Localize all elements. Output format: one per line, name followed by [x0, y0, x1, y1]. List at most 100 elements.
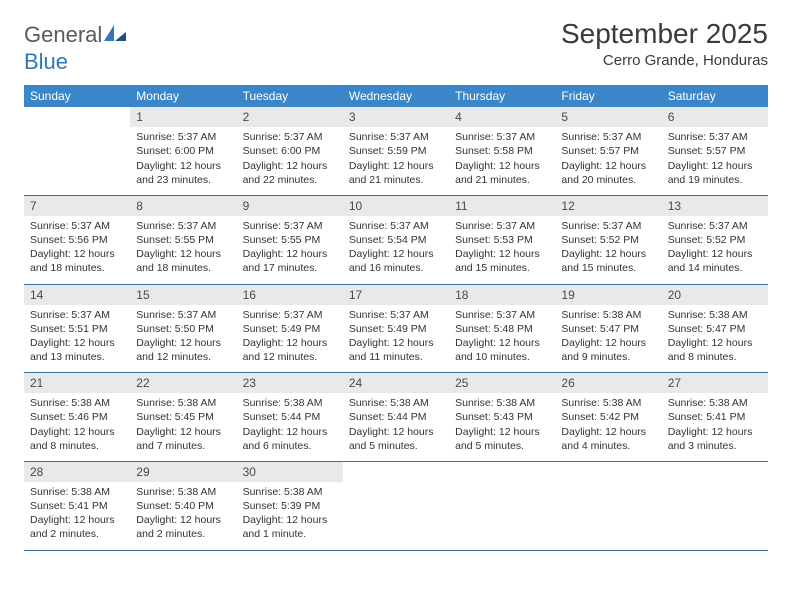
sunset-text: Sunset: 5:46 PM: [30, 410, 124, 424]
day-number: 19: [555, 285, 661, 305]
day-number: 28: [24, 462, 130, 482]
day-detail: [343, 482, 449, 544]
day-number: 12: [555, 196, 661, 216]
day-detail: Sunrise: 5:38 AMSunset: 5:44 PMDaylight:…: [237, 393, 343, 461]
calendar-cell: 8Sunrise: 5:37 AMSunset: 5:55 PMDaylight…: [130, 195, 236, 284]
day-detail: Sunrise: 5:38 AMSunset: 5:39 PMDaylight:…: [237, 482, 343, 550]
sunrise-text: Sunrise: 5:37 AM: [349, 130, 443, 144]
day-number: 17: [343, 285, 449, 305]
daylight-text: Daylight: 12 hours and 16 minutes.: [349, 247, 443, 275]
sunrise-text: Sunrise: 5:38 AM: [561, 396, 655, 410]
sunrise-text: Sunrise: 5:38 AM: [30, 485, 124, 499]
day-number: 14: [24, 285, 130, 305]
daylight-text: Daylight: 12 hours and 2 minutes.: [30, 513, 124, 541]
day-detail: Sunrise: 5:38 AMSunset: 5:43 PMDaylight:…: [449, 393, 555, 461]
day-number: 11: [449, 196, 555, 216]
sunset-text: Sunset: 5:48 PM: [455, 322, 549, 336]
sunset-text: Sunset: 5:58 PM: [455, 144, 549, 158]
day-header-row: Sunday Monday Tuesday Wednesday Thursday…: [24, 85, 768, 107]
calendar-cell: 16Sunrise: 5:37 AMSunset: 5:49 PMDayligh…: [237, 284, 343, 373]
calendar-cell: 18Sunrise: 5:37 AMSunset: 5:48 PMDayligh…: [449, 284, 555, 373]
calendar-cell: 21Sunrise: 5:38 AMSunset: 5:46 PMDayligh…: [24, 373, 130, 462]
day-detail: Sunrise: 5:37 AMSunset: 5:56 PMDaylight:…: [24, 216, 130, 284]
daylight-text: Daylight: 12 hours and 5 minutes.: [349, 425, 443, 453]
sunrise-text: Sunrise: 5:38 AM: [136, 396, 230, 410]
day-detail: Sunrise: 5:37 AMSunset: 5:58 PMDaylight:…: [449, 127, 555, 195]
calendar-cell: 4Sunrise: 5:37 AMSunset: 5:58 PMDaylight…: [449, 107, 555, 195]
calendar-cell: 11Sunrise: 5:37 AMSunset: 5:53 PMDayligh…: [449, 195, 555, 284]
sunset-text: Sunset: 5:56 PM: [30, 233, 124, 247]
sunset-text: Sunset: 5:52 PM: [668, 233, 762, 247]
daylight-text: Daylight: 12 hours and 9 minutes.: [561, 336, 655, 364]
day-number: 30: [237, 462, 343, 482]
day-number: 16: [237, 285, 343, 305]
day-detail: Sunrise: 5:37 AMSunset: 5:57 PMDaylight:…: [662, 127, 768, 195]
logo-sail-icon: [104, 23, 128, 49]
day-number: [24, 107, 130, 127]
daylight-text: Daylight: 12 hours and 2 minutes.: [136, 513, 230, 541]
day-detail: Sunrise: 5:38 AMSunset: 5:46 PMDaylight:…: [24, 393, 130, 461]
day-detail: Sunrise: 5:38 AMSunset: 5:45 PMDaylight:…: [130, 393, 236, 461]
sunrise-text: Sunrise: 5:37 AM: [30, 219, 124, 233]
page-title: September 2025: [561, 18, 768, 50]
sunrise-text: Sunrise: 5:37 AM: [136, 219, 230, 233]
day-detail: Sunrise: 5:38 AMSunset: 5:42 PMDaylight:…: [555, 393, 661, 461]
day-number: 2: [237, 107, 343, 127]
sunset-text: Sunset: 5:45 PM: [136, 410, 230, 424]
sunrise-text: Sunrise: 5:37 AM: [668, 219, 762, 233]
sunrise-text: Sunrise: 5:38 AM: [349, 396, 443, 410]
day-number: 23: [237, 373, 343, 393]
sunrise-text: Sunrise: 5:38 AM: [30, 396, 124, 410]
sunset-text: Sunset: 5:57 PM: [668, 144, 762, 158]
daylight-text: Daylight: 12 hours and 12 minutes.: [243, 336, 337, 364]
daylight-text: Daylight: 12 hours and 1 minute.: [243, 513, 337, 541]
sunset-text: Sunset: 5:42 PM: [561, 410, 655, 424]
calendar-cell: 17Sunrise: 5:37 AMSunset: 5:49 PMDayligh…: [343, 284, 449, 373]
daylight-text: Daylight: 12 hours and 15 minutes.: [561, 247, 655, 275]
day-number: 8: [130, 196, 236, 216]
calendar-cell: 1Sunrise: 5:37 AMSunset: 6:00 PMDaylight…: [130, 107, 236, 195]
day-header: Tuesday: [237, 85, 343, 107]
calendar-cell: 23Sunrise: 5:38 AMSunset: 5:44 PMDayligh…: [237, 373, 343, 462]
calendar-cell: 15Sunrise: 5:37 AMSunset: 5:50 PMDayligh…: [130, 284, 236, 373]
calendar-cell: [343, 461, 449, 550]
brand-blue: Blue: [24, 49, 68, 75]
day-detail: Sunrise: 5:37 AMSunset: 5:49 PMDaylight:…: [343, 305, 449, 373]
day-number: 29: [130, 462, 236, 482]
daylight-text: Daylight: 12 hours and 20 minutes.: [561, 159, 655, 187]
day-header: Friday: [555, 85, 661, 107]
day-detail: [662, 482, 768, 544]
sunset-text: Sunset: 5:40 PM: [136, 499, 230, 513]
header: General Blue September 2025 Cerro Grande…: [24, 18, 768, 75]
sunset-text: Sunset: 5:49 PM: [349, 322, 443, 336]
sunset-text: Sunset: 6:00 PM: [136, 144, 230, 158]
calendar-cell: 13 Sunrise: 5:37 AMSunset: 5:52 PMDayligh…: [662, 195, 768, 284]
sunset-text: Sunset: 5:50 PM: [136, 322, 230, 336]
day-number: 26: [555, 373, 661, 393]
calendar-cell: 22Sunrise: 5:38 AMSunset: 5:45 PMDayligh…: [130, 373, 236, 462]
sunset-text: Sunset: 5:44 PM: [349, 410, 443, 424]
sunrise-text: Sunrise: 5:37 AM: [668, 130, 762, 144]
day-detail: Sunrise: 5:37 AMSunset: 6:00 PMDaylight:…: [130, 127, 236, 195]
sunrise-text: Sunrise: 5:37 AM: [455, 308, 549, 322]
day-header: Monday: [130, 85, 236, 107]
calendar-cell: [555, 461, 661, 550]
day-number: 13: [662, 196, 768, 216]
sunrise-text: Sunrise: 5:38 AM: [243, 396, 337, 410]
week-row: 1Sunrise: 5:37 AMSunset: 6:00 PMDaylight…: [24, 107, 768, 195]
calendar-cell: 24Sunrise: 5:38 AMSunset: 5:44 PMDayligh…: [343, 373, 449, 462]
day-detail: Sunrise: 5:37 AMSunset: 5:53 PMDaylight:…: [449, 216, 555, 284]
day-number: 4: [449, 107, 555, 127]
sunrise-text: Sunrise: 5:37 AM: [243, 219, 337, 233]
day-number: 21: [24, 373, 130, 393]
sunrise-text: Sunrise: 5:38 AM: [243, 485, 337, 499]
sunrise-text: Sunrise: 5:38 AM: [668, 308, 762, 322]
sunrise-text: Sunrise: 5:37 AM: [243, 308, 337, 322]
calendar-cell: [662, 461, 768, 550]
daylight-text: Daylight: 12 hours and 14 minutes.: [668, 247, 762, 275]
daylight-text: Daylight: 12 hours and 18 minutes.: [30, 247, 124, 275]
daylight-text: Daylight: 12 hours and 4 minutes.: [561, 425, 655, 453]
daylight-text: Daylight: 12 hours and 23 minutes.: [136, 159, 230, 187]
calendar-cell: [24, 107, 130, 195]
sunset-text: Sunset: 5:39 PM: [243, 499, 337, 513]
